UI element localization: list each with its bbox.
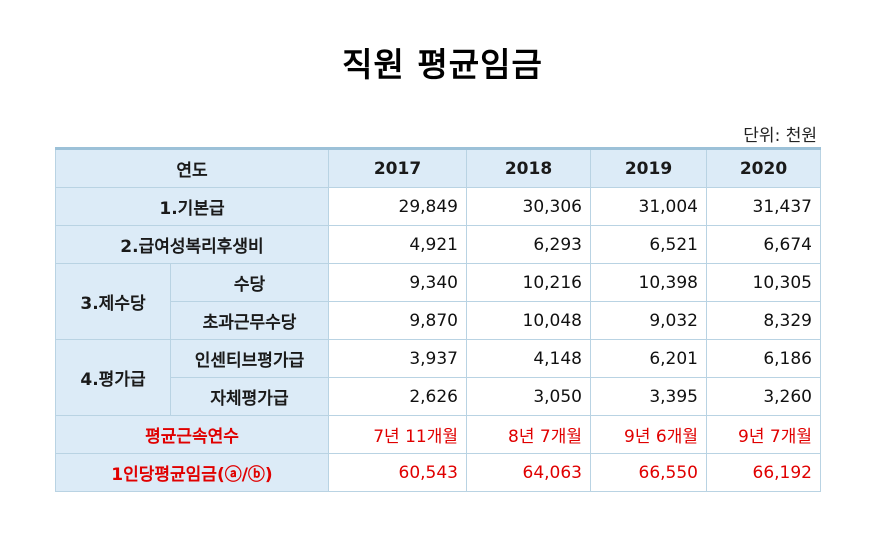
cell-overtime-2018: 10,048 [466,301,591,340]
table-row-avg-wage: 1인당평균임금(ⓐ/ⓑ) 60,543 64,063 66,550 66,192 [55,453,821,492]
wage-table: 연도 2017 2018 2019 2020 1.기본급 29,849 30,3… [55,147,821,492]
row-group-eval: 4.평가급 [55,339,171,416]
cell-avg-wage-2020: 66,192 [706,453,821,492]
header-year-label: 연도 [55,147,329,188]
header-row: 연도 2017 2018 2019 2020 [55,147,821,188]
row-group-allowance: 3.제수당 [55,263,171,340]
cell-basic-2017: 29,849 [328,187,467,226]
cell-allowance-2018: 10,216 [466,263,591,302]
row-label-incentive: 인센티브평가급 [170,339,329,378]
row-label-self-eval: 자체평가급 [170,377,329,416]
cell-basic-2020: 31,437 [706,187,821,226]
cell-self-eval-2018: 3,050 [466,377,591,416]
row-label-overtime: 초과근무수당 [170,301,329,340]
cell-self-eval-2020: 3,260 [706,377,821,416]
table-row-overtime: 초과근무수당 9,870 10,048 9,032 8,329 [56,301,821,340]
cell-avg-wage-2018: 64,063 [466,453,591,492]
cell-allowance-2017: 9,340 [328,263,467,302]
row-label-allowance: 수당 [170,263,329,302]
cell-avg-wage-2017: 60,543 [328,453,467,492]
page-title: 직원 평균임금 [342,45,543,84]
row-label-tenure: 평균근속연수 [55,415,329,454]
cell-tenure-2018: 8년 7개월 [466,415,591,454]
cell-basic-2018: 30,306 [466,187,591,226]
cell-allowance-2020: 10,305 [706,263,821,302]
header-year-2020: 2020 [706,147,821,188]
cell-welfare-2020: 6,674 [706,225,821,264]
table-row-allowance: 3.제수당 수당 9,340 10,216 10,398 10,305 [55,263,821,340]
table-row-tenure: 평균근속연수 7년 11개월 8년 7개월 9년 6개월 9년 7개월 [55,415,821,454]
cell-tenure-2017: 7년 11개월 [328,415,467,454]
cell-incentive-2018: 4,148 [466,339,591,378]
table-row-welfare: 2.급여성복리후생비 4,921 6,293 6,521 6,674 [55,225,821,264]
cell-allowance-2019: 10,398 [590,263,707,302]
cell-self-eval-2019: 3,395 [590,377,707,416]
cell-self-eval-2017: 2,626 [328,377,467,416]
row-label-basic: 1.기본급 [55,187,329,226]
cell-incentive-2020: 6,186 [706,339,821,378]
cell-tenure-2019: 9년 6개월 [590,415,707,454]
cell-incentive-2019: 6,201 [590,339,707,378]
header-year-2018: 2018 [466,147,591,188]
table-row-self-eval: 자체평가급 2,626 3,050 3,395 3,260 [56,377,821,416]
table-row-basic: 1.기본급 29,849 30,306 31,004 31,437 [55,187,821,226]
cell-avg-wage-2019: 66,550 [590,453,707,492]
cell-overtime-2020: 8,329 [706,301,821,340]
cell-welfare-2019: 6,521 [590,225,707,264]
cell-overtime-2017: 9,870 [328,301,467,340]
table-row-incentive: 4.평가급 인센티브평가급 3,937 4,148 6,201 6,186 [55,339,821,416]
cell-welfare-2017: 4,921 [328,225,467,264]
cell-incentive-2017: 3,937 [328,339,467,378]
header-year-2019: 2019 [590,147,707,188]
unit-label: 단위: 천원 [743,126,817,146]
row-label-welfare: 2.급여성복리후생비 [55,225,329,264]
cell-tenure-2020: 9년 7개월 [706,415,821,454]
cell-basic-2019: 31,004 [590,187,707,226]
row-label-avg-wage: 1인당평균임금(ⓐ/ⓑ) [55,453,329,492]
cell-welfare-2018: 6,293 [466,225,591,264]
header-year-2017: 2017 [328,147,467,188]
cell-overtime-2019: 9,032 [590,301,707,340]
